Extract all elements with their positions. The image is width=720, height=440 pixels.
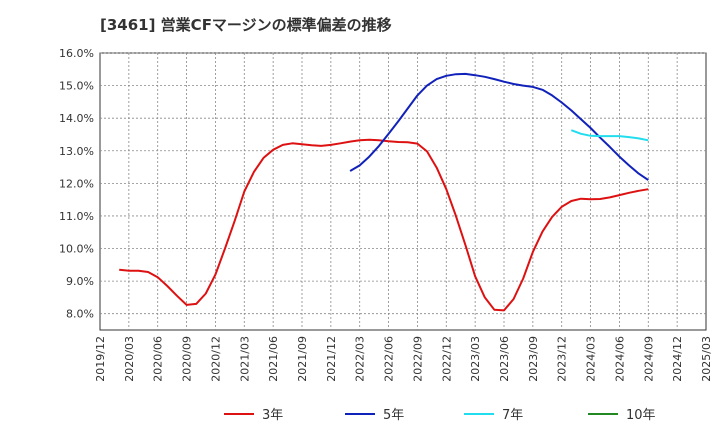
x-tick-label: 2020/12 — [209, 336, 222, 382]
legend: 3年 5年 7年 10年 — [224, 408, 656, 423]
series-group — [119, 72, 649, 312]
x-tick-label: 2024/09 — [642, 336, 655, 382]
y-tick-label: 11.0% — [59, 210, 94, 223]
x-tick-label: 2023/03 — [469, 336, 482, 382]
y-tick-label: 12.0% — [59, 177, 94, 190]
x-tick-label: 2020/06 — [152, 336, 165, 382]
x-tick-label: 2023/09 — [527, 336, 540, 382]
y-tick-label: 13.0% — [59, 145, 94, 158]
legend-label-0: 3年 — [262, 408, 283, 423]
x-tick-label: 2021/12 — [325, 336, 338, 382]
x-tick-label: 2023/06 — [498, 336, 511, 382]
x-tick-label: 2024/06 — [613, 336, 626, 382]
plot-area — [99, 52, 707, 331]
x-tick-label: 2022/12 — [440, 336, 453, 382]
y-tick-label: 10.0% — [59, 243, 94, 256]
y-tick-label: 15.0% — [59, 80, 94, 93]
x-tick-label: 2021/09 — [296, 336, 309, 382]
legend-label-3: 10年 — [626, 408, 656, 423]
series-line-2 — [570, 129, 649, 142]
y-tick-label: 14.0% — [59, 112, 94, 125]
grid-y — [100, 52, 706, 315]
x-tick-label: 2019/12 — [94, 336, 107, 382]
x-tick-label: 2021/03 — [238, 336, 251, 382]
y-axis: 8.0% 9.0% 10.0% 11.0% 12.0% 13.0% 14.0% 15.0% 16… — [59, 47, 94, 321]
x-tick-label: 2020/09 — [181, 336, 194, 382]
legend-label-1: 5年 — [383, 408, 404, 423]
x-tick-label: 2022/03 — [354, 336, 367, 382]
legend-label-2: 7年 — [502, 408, 523, 423]
y-tick-label: 16.0% — [59, 47, 94, 60]
x-tick-label: 2020/03 — [123, 336, 136, 382]
x-tick-label: 2023/12 — [556, 336, 569, 382]
x-axis: 2019/12 2020/03 2020/06 2020/09 2020/12 2021/… — [94, 336, 713, 382]
x-tick-label: 2024/12 — [671, 336, 684, 382]
x-tick-label: 2024/03 — [585, 336, 598, 382]
x-tick-label: 2021/06 — [267, 336, 280, 382]
x-tick-label: 2025/03 — [700, 336, 713, 382]
y-tick-label: 8.0% — [66, 308, 94, 321]
chart-title: [3461] 営業CFマージンの標準偏差の推移 — [100, 16, 392, 34]
x-tick-label: 2022/09 — [411, 336, 424, 382]
y-tick-label: 9.0% — [66, 275, 94, 288]
x-tick-label: 2022/06 — [383, 336, 396, 382]
